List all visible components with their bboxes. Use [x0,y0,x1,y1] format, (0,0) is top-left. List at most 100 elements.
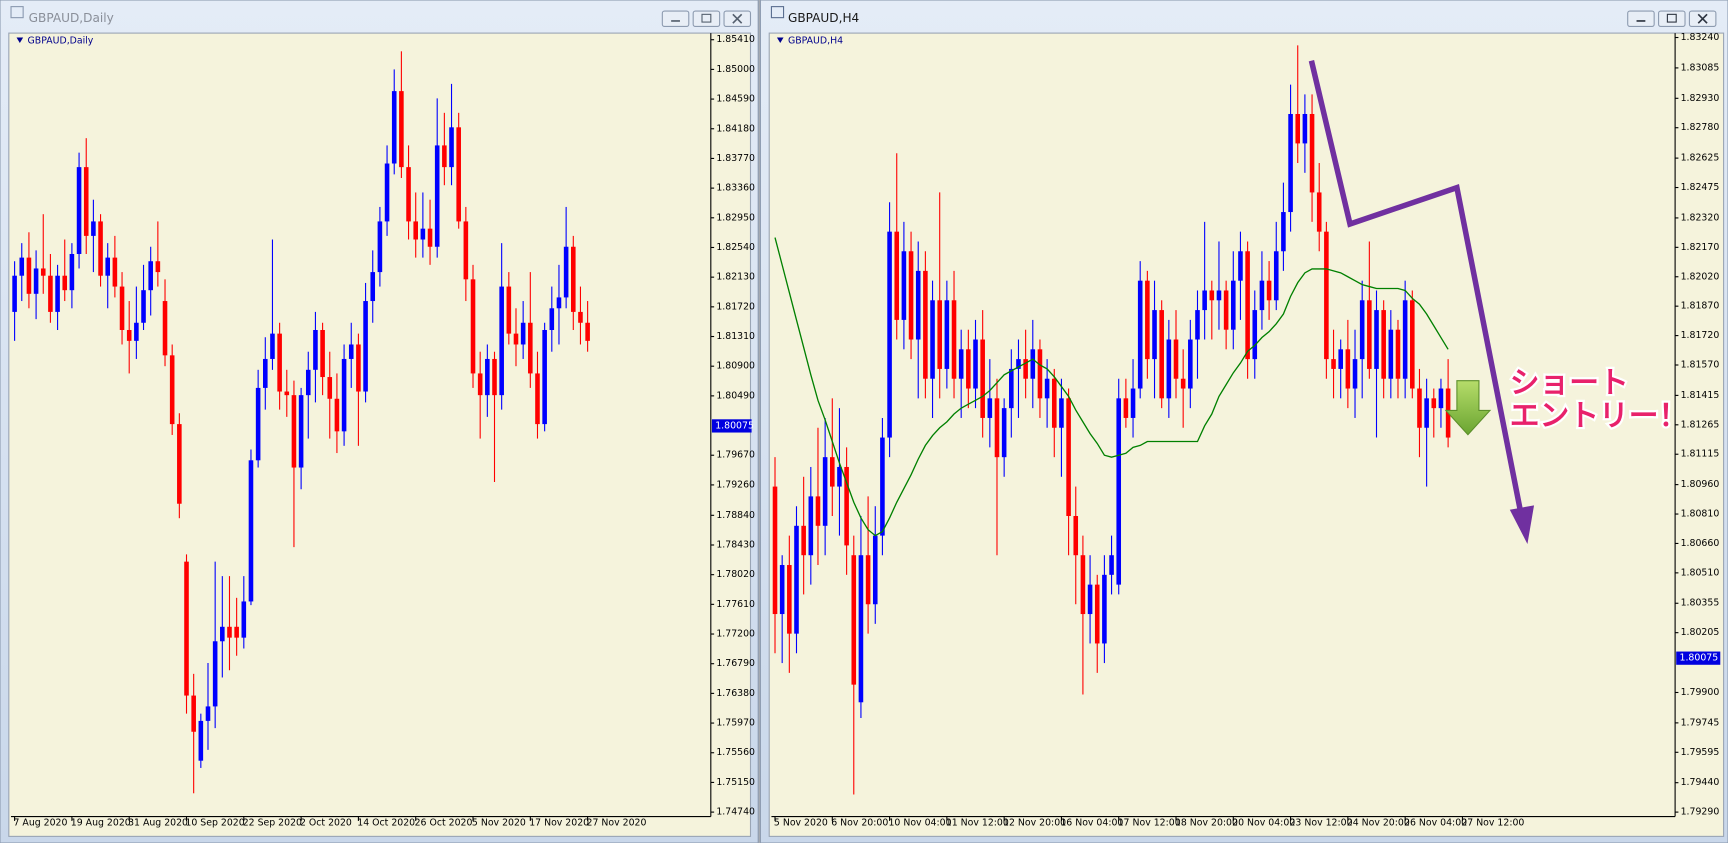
y-tick-label: 1.85410 [716,34,755,45]
x-tick-label: 27 Nov 12:00 [1461,818,1524,829]
restore-glyph [701,13,712,23]
bid-price-box [1676,651,1721,665]
x-tick-label: 10 Nov 04:00 [888,818,951,829]
y-tick-label: 1.76790 [716,658,755,669]
y-tick-label: 1.80660 [1681,538,1720,549]
y-tick-label: 1.81570 [1681,359,1720,370]
x-tick-label: 17 Nov 2020 [529,818,589,829]
x-tick-label: 26 Oct 2020 [415,818,473,829]
window-icon [770,6,785,19]
candle-body [463,221,469,280]
candle-body [987,398,993,418]
candle-body [1051,378,1057,428]
y-tick-label: 1.83085 [1681,62,1720,73]
candle-body [858,555,864,703]
x-tick-label: 31 Aug 2020 [128,818,188,829]
bid-price-box [711,419,752,433]
candle-body [248,460,254,602]
candle-body [377,221,383,273]
candle-body [1059,398,1064,428]
candle-body [305,369,311,396]
y-tick-label: 1.79260 [716,479,755,490]
restore-glyph [1666,13,1677,23]
candle-body [513,333,519,345]
x-tick-label: 22 Sep 2020 [243,818,302,829]
candle-body [951,300,957,379]
minimize-button[interactable] [1627,10,1655,28]
candle-body [434,145,440,247]
candle-body [851,555,857,685]
candle-body [1180,378,1186,389]
candle-body [528,322,533,374]
bid-price-label: 1.80075 [715,420,754,431]
candle-body [169,355,175,425]
y-tick-label: 1.81720 [716,301,755,312]
x-tick-label: 5 Nov 2020 [774,818,828,829]
candle-body [1166,339,1172,399]
candle-body [356,344,361,392]
x-tick-label: 16 Nov 04:00 [1060,818,1123,829]
candle-body [134,322,139,341]
candle-body [69,253,75,291]
candle-body [1152,310,1157,360]
candle-body [794,525,799,634]
y-tick-label: 1.85000 [716,64,755,75]
y-tick-label: 1.82130 [716,272,755,283]
y-tick-label: 1.80205 [1681,627,1720,638]
down-arrow [1444,380,1492,436]
restore-button[interactable] [692,10,721,28]
candle-body [1410,300,1415,389]
candle-body [1259,280,1265,311]
candle-body [787,565,792,634]
candle-body [1159,310,1164,399]
candle-body [1094,584,1100,644]
candle-body [937,300,942,369]
candle-body [155,261,161,273]
candle-body [872,535,878,605]
candle-body [184,561,189,696]
candle-body [923,270,928,379]
candle-body [837,466,842,487]
y-tick-label: 1.78430 [716,539,755,550]
candle-body [456,127,461,222]
y-tick-label: 1.74740 [716,807,755,818]
candle-body [585,322,590,341]
candle-body [844,466,849,546]
x-tick-label: 5 Nov 2020 [472,818,526,829]
y-tick-label: 1.80355 [1681,598,1720,609]
y-tick-label: 1.82475 [1681,182,1720,193]
x-tick-label: 19 Aug 2020 [71,818,131,829]
candle-body [284,391,290,396]
close-glyph [732,13,743,24]
candle-body [126,329,132,341]
candle-body [556,297,562,309]
candle-body [12,275,17,312]
x-tick-label: 7 Aug 2020 [13,818,67,829]
candle-body [830,457,835,487]
y-tick-label: 1.79440 [1681,777,1720,788]
candle-body [492,358,497,396]
restore-button[interactable] [1658,10,1686,28]
candle-body [944,300,950,369]
trend-arrowhead [1509,505,1535,544]
candle-body [1295,113,1301,144]
candle-body [815,496,821,526]
candle-body [33,268,39,294]
chart-title: GBPAUD,Daily [28,35,94,46]
chart-menu-marker [776,37,784,44]
candle-body [98,221,103,276]
y-tick-label: 1.80810 [1681,509,1720,520]
candle-body [1173,339,1179,379]
x-tick-label: 18 Nov 20:00 [1175,818,1238,829]
y-tick-label: 1.77610 [716,599,755,610]
candle-body [1230,280,1236,330]
candle-body [1130,388,1136,418]
candle-body [1080,555,1086,615]
minimize-button[interactable] [661,10,690,28]
candle-body [520,322,526,345]
y-tick-label: 1.81720 [1681,330,1720,341]
candle-body [1001,408,1007,458]
y-tick-label: 1.75150 [716,777,755,788]
candle-body [141,290,146,323]
